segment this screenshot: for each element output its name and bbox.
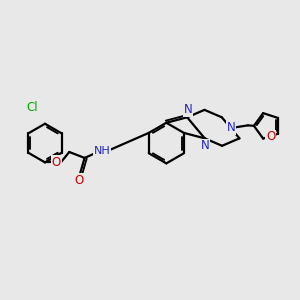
Text: O: O <box>266 130 275 143</box>
Text: O: O <box>74 174 84 187</box>
Text: N: N <box>227 121 236 134</box>
Text: NH: NH <box>94 146 110 156</box>
Text: O: O <box>52 156 61 169</box>
Text: Cl: Cl <box>26 101 38 114</box>
Text: N: N <box>184 103 193 116</box>
Text: N: N <box>201 139 210 152</box>
